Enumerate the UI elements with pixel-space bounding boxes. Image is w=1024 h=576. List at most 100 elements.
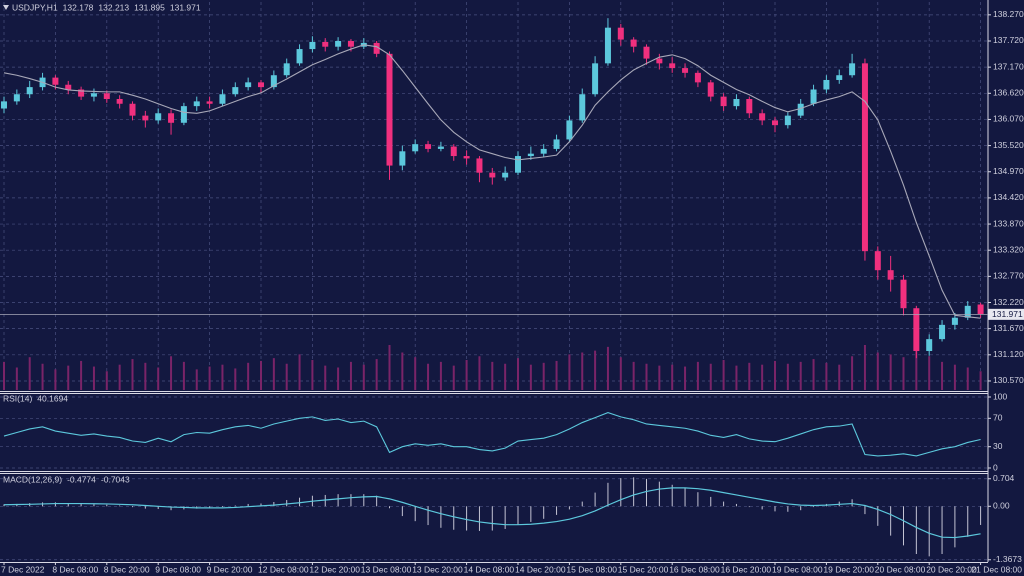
volume-bar <box>812 359 815 390</box>
volume-bar <box>606 346 609 390</box>
volume-bar <box>427 363 430 390</box>
candle-body <box>810 89 817 104</box>
candle-body <box>656 58 663 64</box>
mark-layer <box>0 18 988 557</box>
volume-bar <box>414 357 417 390</box>
x-tick-label: 13 Dec 20:00 <box>412 564 463 574</box>
moving-average <box>3 44 981 319</box>
candle-body <box>142 115 149 121</box>
volume-bar <box>54 369 57 390</box>
macd-signal-line <box>3 487 981 539</box>
x-tick-label: 15 Dec 08:00 <box>566 564 617 574</box>
volume-bar <box>748 362 751 390</box>
volume-bar <box>632 361 635 390</box>
candle-body <box>270 75 277 88</box>
x-tick-label: 14 Dec 20:00 <box>515 564 566 574</box>
candle-body <box>116 99 123 104</box>
candle-body <box>874 251 881 271</box>
volume-bar <box>131 359 134 390</box>
volume-bar <box>260 360 262 390</box>
candle-body <box>579 94 586 121</box>
grid-layer <box>0 2 988 561</box>
volume-bar <box>838 364 841 390</box>
candle-body <box>412 144 419 152</box>
x-tick-label: 16 Dec 08:00 <box>669 564 720 574</box>
menu-triangle[interactable] <box>3 5 9 10</box>
x-tick-label: 13 Dec 08:00 <box>361 564 412 574</box>
volume-bar <box>28 357 31 390</box>
volume-bar <box>863 345 866 390</box>
panel-header: MACD(12,26,9) <box>3 474 62 484</box>
candle-body <box>26 87 33 95</box>
x-tick-label: 12 Dec 08:00 <box>258 564 309 574</box>
candle-body <box>592 63 599 95</box>
candle-body <box>733 99 740 107</box>
volume-bar <box>465 360 468 390</box>
volume-bar <box>118 364 121 390</box>
x-tick-label: 7 Dec 2022 <box>1 564 45 574</box>
volume-bar <box>979 371 982 390</box>
volume-bar <box>786 363 789 390</box>
candle-body <box>463 156 470 159</box>
candle-body <box>900 279 907 309</box>
x-tick-label: 8 Dec 20:00 <box>104 564 150 574</box>
candle-body <box>707 82 714 97</box>
candle-body <box>540 148 547 154</box>
candle-body <box>604 27 611 64</box>
volume-bar <box>221 364 224 390</box>
y-tick-label: 135.520 <box>993 140 1024 150</box>
y-tick-label: 137.720 <box>993 35 1024 45</box>
y-tick-label: 132.770 <box>993 271 1024 281</box>
volume-bar <box>80 360 83 390</box>
candle-body <box>309 41 316 50</box>
candle-body <box>887 270 894 280</box>
y-tick-label: 132.220 <box>993 297 1024 307</box>
candle-body <box>450 146 457 157</box>
candle-body <box>720 96 727 107</box>
candle-body <box>232 87 239 95</box>
candle-body <box>425 144 432 149</box>
candle-body <box>168 113 175 123</box>
panel-header: 131.971 <box>170 2 201 12</box>
y-tick-label: 134.420 <box>993 192 1024 202</box>
y-tick-label: 0 <box>993 462 998 472</box>
candle-body <box>1 101 7 109</box>
candle-body <box>322 41 329 47</box>
volume-bar <box>761 364 764 390</box>
candle-body <box>515 156 521 173</box>
panel-header: RSI(14) <box>3 393 32 403</box>
y-tick-label: -1.3673 <box>993 554 1022 564</box>
volume-bar <box>324 365 327 390</box>
volume-bar <box>941 361 944 390</box>
panel-header: -0.7043 <box>101 474 130 484</box>
candle-body <box>373 42 380 54</box>
y-tick-label: 131.670 <box>993 323 1024 333</box>
candle-body <box>296 49 303 64</box>
candle-body <box>951 317 958 325</box>
volume-bar <box>478 356 481 390</box>
candle-body <box>180 106 187 123</box>
x-tick-label: 19 Dec 08:00 <box>772 564 823 574</box>
candle-body <box>258 82 264 88</box>
candle-body <box>643 46 650 59</box>
panel-header: USDJPY,H1 <box>12 2 58 12</box>
volume-bar <box>92 366 95 390</box>
volume-bar <box>388 345 391 390</box>
volume-bar <box>709 363 712 390</box>
candle-body <box>836 75 843 80</box>
candle-body <box>964 305 971 318</box>
x-tick-label: 9 Dec 20:00 <box>207 564 253 574</box>
candle-body <box>65 84 72 90</box>
volume-bar <box>568 354 571 390</box>
volume-bar <box>105 371 108 390</box>
volume-bar <box>902 357 905 390</box>
candle-body <box>694 72 701 83</box>
candle-body <box>78 89 85 97</box>
y-tick-label: 136.070 <box>993 114 1024 124</box>
candle-body <box>283 63 290 76</box>
candle-body <box>926 339 933 352</box>
candle-body <box>797 103 804 116</box>
volume-bar <box>41 363 44 390</box>
y-tick-label: 100 <box>993 391 1007 401</box>
